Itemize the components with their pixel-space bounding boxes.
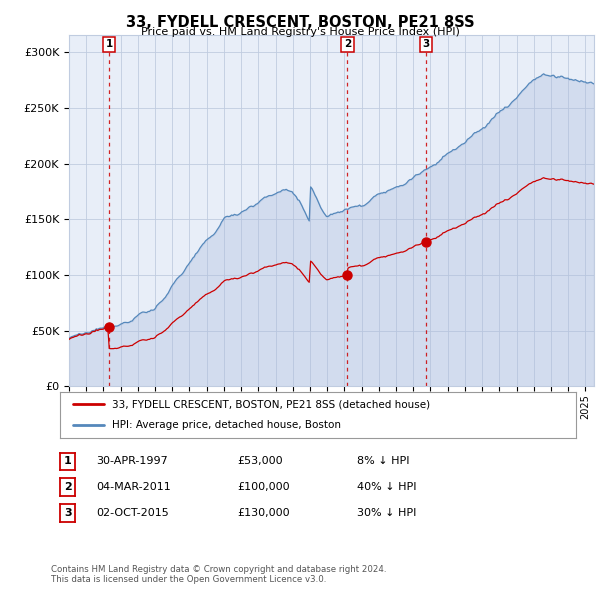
- Text: 04-MAR-2011: 04-MAR-2011: [96, 483, 171, 492]
- Text: Contains HM Land Registry data © Crown copyright and database right 2024.
This d: Contains HM Land Registry data © Crown c…: [51, 565, 386, 584]
- Text: 33, FYDELL CRESCENT, BOSTON, PE21 8SS: 33, FYDELL CRESCENT, BOSTON, PE21 8SS: [125, 15, 475, 30]
- Text: 40% ↓ HPI: 40% ↓ HPI: [357, 483, 416, 492]
- Text: 33, FYDELL CRESCENT, BOSTON, PE21 8SS (detached house): 33, FYDELL CRESCENT, BOSTON, PE21 8SS (d…: [112, 399, 430, 409]
- Text: HPI: Average price, detached house, Boston: HPI: Average price, detached house, Bost…: [112, 420, 341, 430]
- Text: £53,000: £53,000: [237, 457, 283, 466]
- Text: 3: 3: [422, 40, 430, 50]
- Text: Price paid vs. HM Land Registry's House Price Index (HPI): Price paid vs. HM Land Registry's House …: [140, 27, 460, 37]
- Text: 2: 2: [64, 483, 71, 492]
- Text: 1: 1: [64, 457, 71, 466]
- Text: 30% ↓ HPI: 30% ↓ HPI: [357, 509, 416, 518]
- Text: 8% ↓ HPI: 8% ↓ HPI: [357, 457, 409, 466]
- Text: £100,000: £100,000: [237, 483, 290, 492]
- Text: 1: 1: [106, 40, 113, 50]
- Text: 30-APR-1997: 30-APR-1997: [96, 457, 168, 466]
- Text: 2: 2: [344, 40, 351, 50]
- Text: 02-OCT-2015: 02-OCT-2015: [96, 509, 169, 518]
- Text: 3: 3: [64, 509, 71, 518]
- Text: £130,000: £130,000: [237, 509, 290, 518]
